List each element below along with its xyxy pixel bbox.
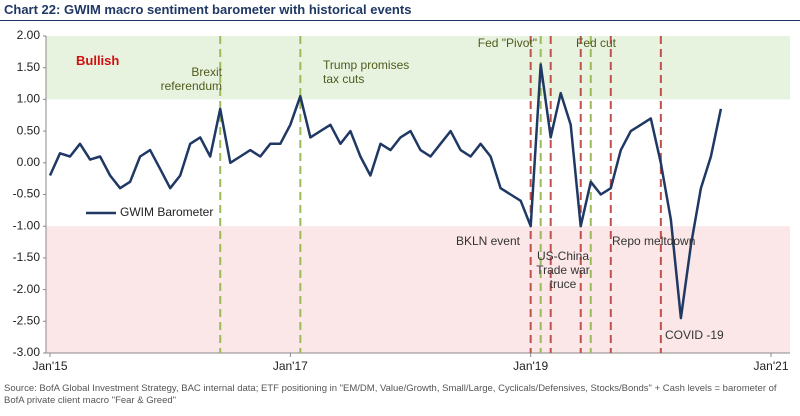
y-tick-label: 2.00: [17, 28, 41, 42]
y-tick-label: -0.50: [13, 187, 41, 201]
y-tick-label: 0.50: [17, 123, 41, 137]
zone-band: [46, 36, 790, 100]
event-label: Repo meltdown: [612, 234, 696, 248]
legend-label: GWIM Barometer: [120, 205, 213, 219]
x-tick-label: Jan'17: [273, 359, 308, 373]
y-tick-label: 0.00: [17, 155, 41, 169]
source-note: Source: BofA Global Investment Strategy,…: [4, 383, 777, 406]
y-tick-label: -2.50: [13, 313, 41, 327]
event-label: Brexit referendum: [160, 65, 222, 93]
event-label: COVID -19: [665, 328, 724, 342]
y-tick-label: -1.50: [13, 250, 41, 264]
chart-title: Chart 22: GWIM macro sentiment barometer…: [4, 2, 412, 17]
y-tick-label: 1.50: [17, 60, 41, 74]
y-tick-label: -3.00: [13, 345, 41, 359]
zone-label: Bullish: [76, 53, 119, 68]
zone-band: [46, 226, 790, 353]
y-tick-label: 1.00: [17, 92, 41, 106]
x-tick-label: Jan'21: [754, 359, 789, 373]
event-label: Trump promises tax cuts: [323, 58, 410, 86]
x-tick-label: Jan'19: [513, 359, 548, 373]
title-rule: [0, 20, 800, 21]
event-label: US-China Trade war truce: [536, 249, 590, 291]
event-label: Fed "Pivot": [477, 36, 537, 50]
event-label: Fed cut: [576, 36, 617, 50]
x-tick-label: Jan'15: [33, 359, 68, 373]
y-tick-label: -1.00: [13, 218, 41, 232]
event-label: BKLN event: [455, 234, 520, 248]
series-line: [48, 63, 723, 320]
y-tick-label: -2.00: [13, 282, 41, 296]
